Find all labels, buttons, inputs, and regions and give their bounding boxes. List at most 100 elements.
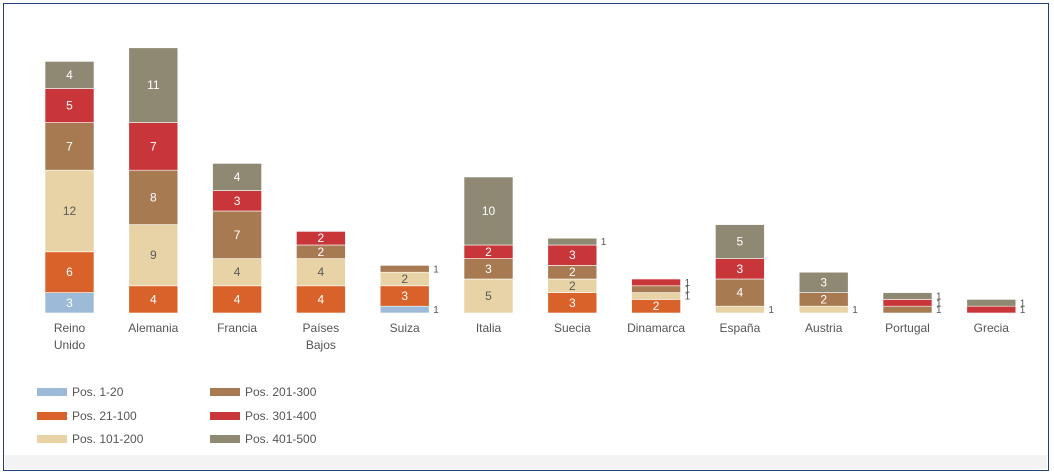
bar-segment-portugal-pos-401-500 xyxy=(882,292,933,300)
bar-segment-italia-pos-101-200 xyxy=(463,278,514,314)
bar-segment-suiza-pos-201-300 xyxy=(379,265,430,273)
data-label-italia-pos-301-400: 2 xyxy=(485,245,492,259)
data-label-italia-pos-401-500: 10 xyxy=(482,204,496,218)
bar-segment-reino-unido-pos-21-100 xyxy=(44,251,95,293)
data-label-portugal-pos-201-300: 1 xyxy=(936,305,942,316)
data-label-dinamarca-pos-201-300: 1 xyxy=(685,285,691,296)
category-label-paises-bajos: Bajos xyxy=(306,338,336,352)
data-label-espana-pos-101-200: 1 xyxy=(768,305,774,316)
bar-segment-reino-unido-pos-301-400 xyxy=(44,88,95,123)
data-label-alemania-pos-201-300: 8 xyxy=(150,190,157,204)
bar-segment-alemania-pos-401-500 xyxy=(128,47,179,123)
bar-segment-reino-unido-pos-201-300 xyxy=(44,122,95,171)
data-label-dinamarca-pos-101-200: 1 xyxy=(685,292,691,303)
data-label-paises-bajos-pos-201-300: 2 xyxy=(318,245,325,259)
data-label-alemania-pos-301-400: 7 xyxy=(150,139,157,153)
data-label-reino-unido-pos-301-400: 5 xyxy=(66,99,73,113)
data-label-dinamarca-pos-21-100: 2 xyxy=(653,299,660,313)
bar-segment-francia-pos-201-300 xyxy=(212,210,262,259)
bar-segment-alemania-pos-201-300 xyxy=(128,169,179,225)
category-label-grecia: Grecia xyxy=(974,321,1010,335)
data-label-reino-unido-pos-21-100: 6 xyxy=(66,265,73,279)
bar-segment-grecia-pos-401-500 xyxy=(966,299,1017,307)
data-label-alemania-pos-21-100: 4 xyxy=(150,292,157,306)
legend-label-pos-401-500: Pos. 401-500 xyxy=(245,432,317,446)
data-label-suecia-pos-21-100: 3 xyxy=(569,296,576,310)
data-label-portugal-pos-401-500: 1 xyxy=(936,292,942,303)
legend-swatch-pos-1-20 xyxy=(37,388,67,396)
data-label-suecia-pos-401-500: 1 xyxy=(601,237,607,248)
bar-segment-suiza-pos-1-20 xyxy=(379,305,430,314)
category-label-suecia: Suecia xyxy=(554,321,591,335)
bar-segment-dinamarca-pos-101-200 xyxy=(631,292,681,300)
data-label-grecia-pos-401-500: 1 xyxy=(1020,298,1026,309)
bar-segment-dinamarca-pos-201-300 xyxy=(631,285,681,293)
legend-swatch-pos-21-100 xyxy=(37,412,67,420)
data-label-francia-pos-201-300: 7 xyxy=(234,228,241,242)
bar-segment-portugal-pos-301-400 xyxy=(882,299,933,307)
bar-segment-espana-pos-401-500 xyxy=(715,224,765,259)
category-label-francia: Francia xyxy=(217,321,257,335)
legend-swatch-pos-401-500 xyxy=(210,435,240,443)
data-label-suecia-pos-301-400: 3 xyxy=(569,248,576,262)
legend-swatch-pos-201-300 xyxy=(210,388,240,396)
data-label-austria-pos-101-200: 1 xyxy=(852,305,858,316)
data-label-reino-unido-pos-201-300: 7 xyxy=(66,139,73,153)
category-label-dinamarca: Dinamarca xyxy=(627,321,685,335)
category-label-paises-bajos: Países xyxy=(303,321,340,335)
data-label-austria-pos-201-300: 2 xyxy=(820,292,827,306)
legend-label-pos-101-200: Pos. 101-200 xyxy=(72,432,144,446)
data-label-alemania-pos-401-500: 11 xyxy=(147,78,160,92)
data-label-espana-pos-301-400: 3 xyxy=(737,262,744,276)
category-label-espana: España xyxy=(720,321,761,335)
data-label-paises-bajos-pos-101-200: 4 xyxy=(318,265,325,279)
data-label-francia-pos-21-100: 4 xyxy=(234,292,241,306)
data-label-francia-pos-101-200: 4 xyxy=(234,265,241,279)
data-label-suecia-pos-101-200: 2 xyxy=(569,279,576,293)
data-label-reino-unido-pos-401-500: 4 xyxy=(66,68,73,82)
bar-segment-suecia-pos-401-500 xyxy=(547,237,598,246)
data-label-francia-pos-401-500: 4 xyxy=(234,170,241,184)
category-label-alemania: Alemania xyxy=(128,321,178,335)
data-label-espana-pos-401-500: 5 xyxy=(737,235,744,249)
data-label-suiza-pos-201-300: 1 xyxy=(433,264,439,275)
legend-label-pos-201-300: Pos. 201-300 xyxy=(245,385,317,399)
data-label-suiza-pos-101-200: 2 xyxy=(401,272,408,286)
data-label-suiza-pos-1-20: 1 xyxy=(433,305,439,316)
legend-label-pos-21-100: Pos. 21-100 xyxy=(72,409,137,423)
data-label-grecia-pos-301-400: 1 xyxy=(1020,305,1026,316)
data-label-suecia-pos-201-300: 2 xyxy=(569,265,576,279)
category-label-austria: Austria xyxy=(805,321,843,335)
data-label-paises-bajos-pos-301-400: 2 xyxy=(318,231,325,245)
legend-label-pos-301-400: Pos. 301-400 xyxy=(245,409,317,423)
bar-segment-austria-pos-101-200 xyxy=(798,305,849,314)
bottom-strip xyxy=(5,455,1047,469)
data-label-dinamarca-pos-301-400: 1 xyxy=(685,278,691,289)
data-label-italia-pos-201-300: 3 xyxy=(485,262,492,276)
category-label-italia: Italia xyxy=(476,321,502,335)
bar-segment-francia-pos-101-200 xyxy=(212,258,262,287)
data-label-paises-bajos-pos-21-100: 4 xyxy=(318,292,325,306)
data-label-reino-unido-pos-1-20: 3 xyxy=(66,296,73,310)
bar-segment-espana-pos-201-300 xyxy=(715,278,765,307)
bar-segment-alemania-pos-301-400 xyxy=(128,122,179,171)
legend-swatch-pos-101-200 xyxy=(37,435,67,443)
bar-segment-paises-bajos-pos-101-200 xyxy=(296,258,346,287)
data-label-austria-pos-401-500: 3 xyxy=(820,275,827,289)
bar-segment-alemania-pos-21-100 xyxy=(128,285,179,314)
bar-segment-reino-unido-pos-101-200 xyxy=(44,169,95,253)
bar-segment-austria-pos-401-500 xyxy=(798,271,849,293)
category-label-suiza: Suiza xyxy=(390,321,420,335)
data-label-reino-unido-pos-101-200: 12 xyxy=(63,204,77,218)
legend-label-pos-1-20: Pos. 1-20 xyxy=(72,385,124,399)
category-label-reino-unido: Unido xyxy=(54,338,86,352)
bar-segment-espana-pos-101-200 xyxy=(715,305,765,314)
category-label-reino-unido: Reino xyxy=(54,321,86,335)
category-label-portugal: Portugal xyxy=(885,321,930,335)
bar-segment-francia-pos-401-500 xyxy=(212,163,262,191)
data-label-italia-pos-101-200: 5 xyxy=(485,289,492,303)
bar-segment-italia-pos-401-500 xyxy=(463,176,514,246)
bar-segment-portugal-pos-201-300 xyxy=(882,305,933,314)
data-label-espana-pos-201-300: 4 xyxy=(737,286,744,300)
